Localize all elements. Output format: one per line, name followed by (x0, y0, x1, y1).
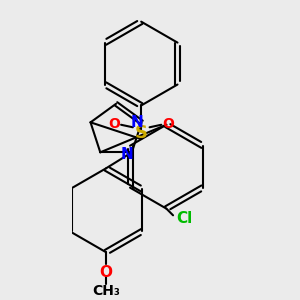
Text: Cl: Cl (177, 211, 193, 226)
Text: N: N (120, 147, 133, 162)
Text: N: N (131, 115, 144, 130)
Text: O: O (100, 265, 112, 280)
Text: S: S (135, 124, 148, 142)
Text: O: O (108, 117, 120, 131)
Text: CH₃: CH₃ (92, 284, 120, 298)
Text: O: O (162, 117, 174, 131)
